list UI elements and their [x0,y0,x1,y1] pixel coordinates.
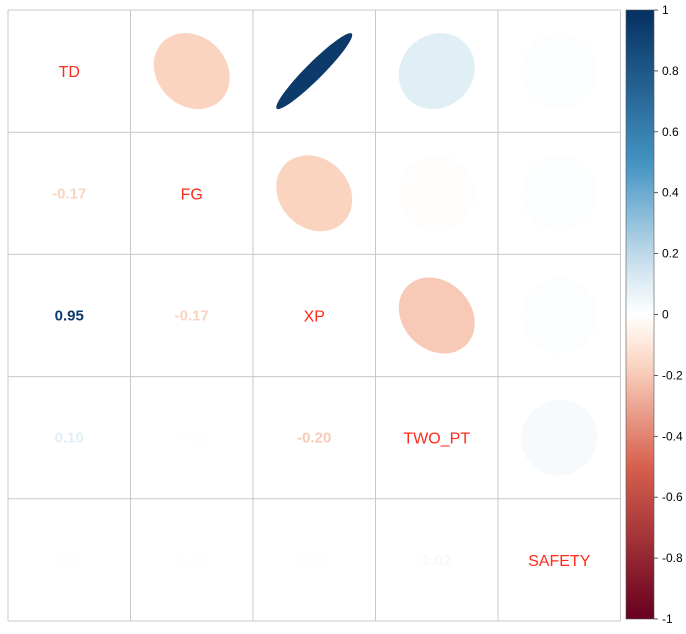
color-legend-tick-label: -0.6 [662,490,683,504]
variable-label-xp: XP [304,309,325,326]
cells: TD -0.17 FG 0.95 -0.17 XP 0.10 -0.01 -0.20 TWO_PT… [52,33,598,570]
color-legend-tick-label: 0.8 [662,64,679,78]
corr-value-4-1: 0.01 [177,552,206,569]
corr-value-4-0: 0.01 [55,552,84,569]
corr-ellipse-0-3 [398,33,475,110]
corr-ellipse-1-3 [398,155,475,232]
color-legend-tick-label: -0.2 [662,368,683,382]
color-legend-bar [625,9,655,620]
corr-ellipse-0-4 [521,33,598,110]
color-legend-tick-label: 0.6 [662,125,679,139]
corr-ellipse-0-1 [153,33,230,110]
color-legend-ticks: 1 0.8 0.6 0.4 0.2 0 -0.2 -0.4 -0.6 -0.8 -1 [654,3,683,626]
corr-ellipse-2-3 [398,277,475,354]
corr-ellipse-1-4 [521,155,598,232]
variable-label-td: TD [59,64,80,81]
corr-value-3-1: -0.01 [175,430,209,447]
variable-label-safety: SAFETY [528,553,591,570]
corr-value-3-2: -0.20 [297,430,331,447]
corr-value-4-3: 0.02 [422,552,451,569]
corr-ellipse-1-2 [276,155,353,232]
variable-label-two-pt: TWO_PT [403,431,470,448]
color-legend-tick-label: 1 [662,3,669,17]
color-legend-tick-label: 0.2 [662,247,679,261]
color-legend: 1 0.8 0.6 0.4 0.2 0 -0.2 -0.4 -0.6 -0.8 -1 [625,3,683,626]
corr-value-4-2: 0.01 [300,552,329,569]
corr-ellipse-0-2 [276,33,353,110]
color-legend-tick-label: -0.4 [662,429,683,443]
corr-value-1-0: -0.17 [52,185,86,202]
corr-value-2-1: -0.17 [175,308,209,325]
corr-ellipse-2-4 [521,277,598,354]
grid [7,9,621,622]
variable-label-fg: FG [181,186,203,203]
color-legend-tick-label: 0 [662,308,669,322]
color-legend-tick-label: -1 [662,612,673,626]
color-legend-tick-label: 0.4 [662,186,679,200]
corr-ellipse-3-4 [521,399,598,476]
corr-value-2-0: 0.95 [55,308,84,325]
corr-value-3-0: 0.10 [55,430,84,447]
color-legend-tick-label: -0.8 [662,551,683,565]
